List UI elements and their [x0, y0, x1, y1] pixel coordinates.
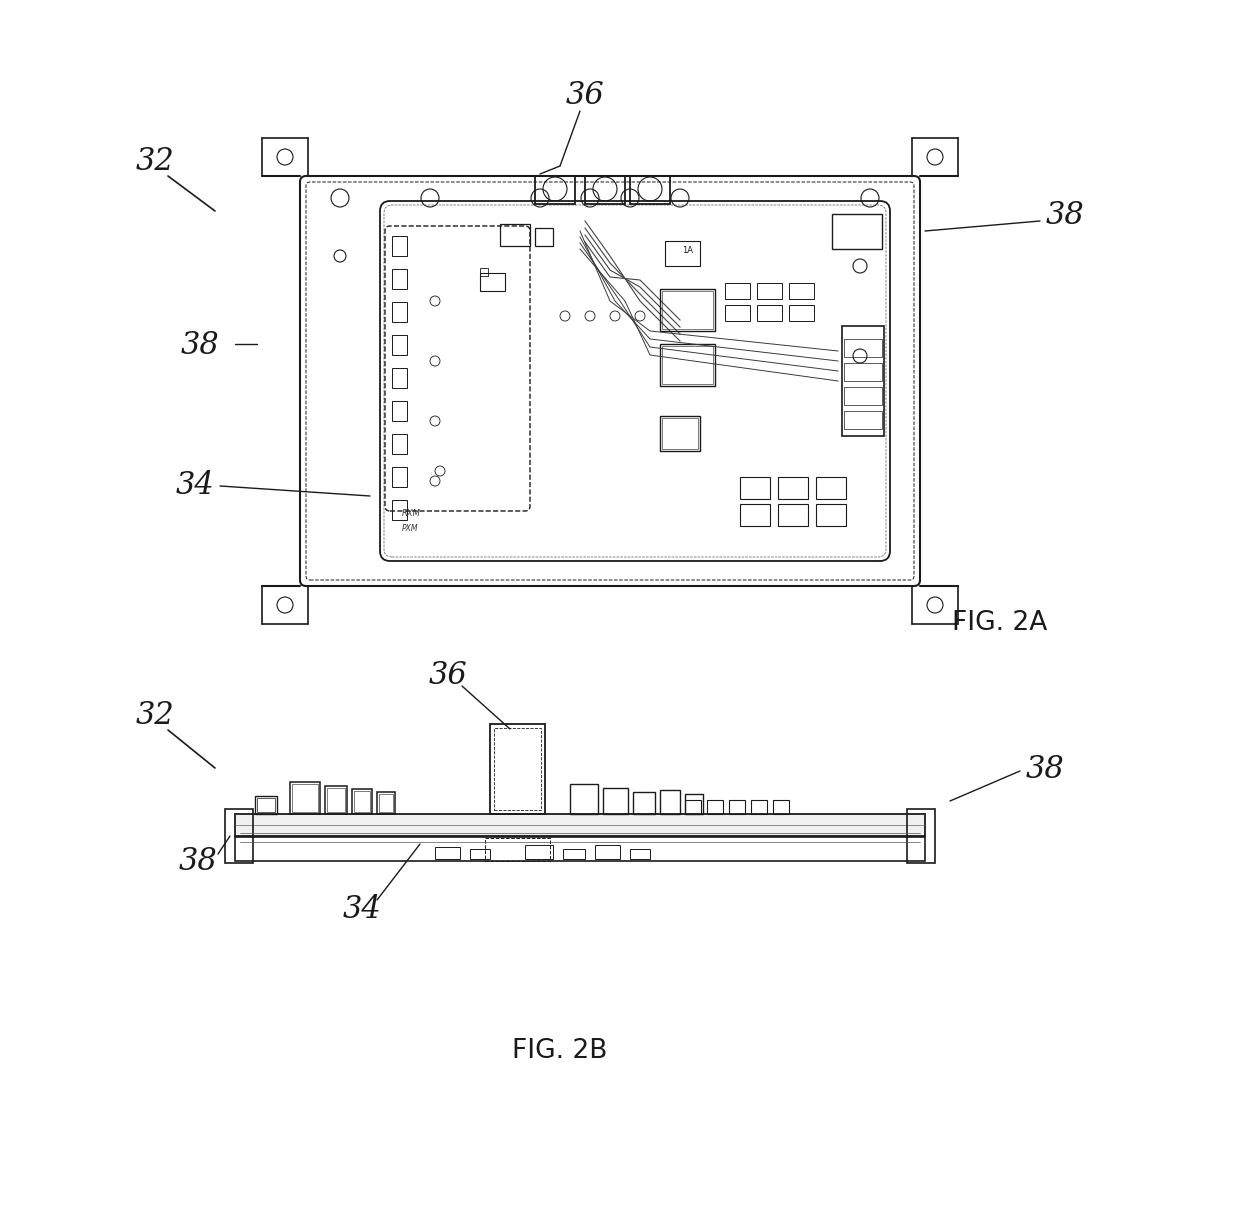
Bar — [290, 781, 320, 814]
Text: 38: 38 — [179, 845, 217, 877]
Bar — [725, 283, 750, 299]
Bar — [563, 849, 585, 859]
Bar — [480, 268, 489, 276]
Bar — [660, 790, 680, 814]
Bar — [751, 800, 768, 814]
Bar — [756, 283, 782, 299]
Bar — [392, 434, 407, 453]
Bar — [352, 789, 372, 814]
Bar — [291, 784, 317, 812]
Bar — [570, 784, 598, 814]
Bar — [224, 809, 253, 863]
Bar — [353, 791, 370, 812]
Bar — [470, 849, 490, 859]
Text: 36: 36 — [565, 81, 604, 111]
Text: FIG. 2A: FIG. 2A — [952, 610, 1048, 636]
Bar — [585, 176, 625, 204]
Bar — [392, 402, 407, 421]
Bar — [327, 788, 345, 812]
Bar — [832, 213, 882, 248]
Bar — [662, 291, 713, 329]
Text: 38: 38 — [1025, 754, 1064, 784]
Bar — [630, 849, 650, 859]
Bar — [662, 346, 713, 384]
Bar — [707, 800, 723, 814]
Bar — [595, 845, 620, 859]
Bar — [684, 794, 703, 814]
Text: RXM: RXM — [402, 509, 420, 519]
Bar — [665, 241, 701, 267]
Bar — [816, 478, 846, 499]
Text: FIG. 2B: FIG. 2B — [512, 1038, 608, 1064]
Bar — [630, 176, 670, 204]
Bar — [392, 467, 407, 487]
Bar — [662, 418, 698, 449]
Bar — [844, 411, 882, 429]
Bar — [494, 728, 541, 810]
Bar — [842, 326, 884, 437]
Bar — [777, 504, 808, 526]
Bar — [325, 786, 347, 814]
Bar — [603, 788, 627, 814]
Bar — [236, 814, 925, 836]
Bar — [725, 305, 750, 321]
Bar — [816, 504, 846, 526]
Bar — [756, 305, 782, 321]
Bar — [485, 838, 551, 861]
Text: 36: 36 — [429, 661, 467, 691]
Text: PXM: PXM — [402, 523, 419, 533]
Bar — [392, 500, 407, 520]
Text: 34: 34 — [342, 895, 382, 925]
Bar — [392, 302, 407, 322]
Text: 34: 34 — [176, 470, 215, 502]
Bar — [844, 339, 882, 357]
Bar — [525, 845, 553, 859]
Bar — [257, 798, 275, 812]
Bar — [660, 289, 715, 330]
Text: 1A: 1A — [682, 246, 693, 254]
Bar — [392, 335, 407, 355]
Bar — [789, 283, 813, 299]
Bar — [660, 416, 701, 451]
Text: 38: 38 — [181, 330, 219, 362]
Bar — [660, 344, 715, 386]
Bar — [906, 809, 935, 863]
Bar — [480, 273, 505, 291]
Bar — [392, 269, 407, 289]
Bar — [392, 236, 407, 256]
Text: 32: 32 — [135, 701, 175, 732]
Bar — [777, 478, 808, 499]
Bar — [236, 837, 925, 861]
Bar — [377, 792, 396, 814]
Bar — [435, 847, 460, 859]
Bar — [490, 724, 546, 814]
Bar — [773, 800, 789, 814]
Bar — [379, 794, 393, 812]
Text: 32: 32 — [135, 146, 175, 176]
Bar — [632, 792, 655, 814]
Bar — [740, 504, 770, 526]
Bar — [844, 363, 882, 381]
Bar — [534, 228, 553, 246]
Bar — [844, 387, 882, 405]
Bar — [684, 800, 701, 814]
Bar — [789, 305, 813, 321]
Bar — [534, 176, 575, 204]
Text: 38: 38 — [1045, 200, 1084, 232]
Bar — [729, 800, 745, 814]
Bar — [392, 368, 407, 388]
Bar — [500, 224, 529, 246]
Bar — [740, 478, 770, 499]
Bar — [255, 796, 277, 814]
